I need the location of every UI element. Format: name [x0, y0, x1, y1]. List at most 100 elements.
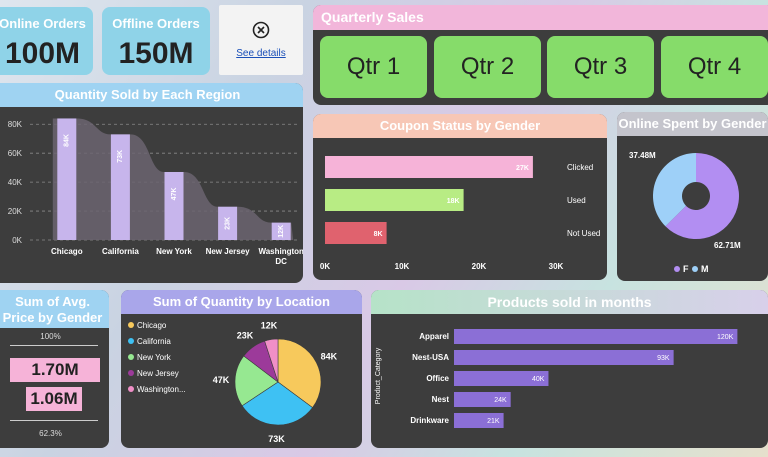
coupon-x-tick: 0K: [320, 262, 330, 271]
region-y-tick: 80K: [8, 120, 23, 129]
online-orders-label: Online Orders: [0, 16, 86, 31]
coupon-data-label: 8K: [374, 231, 383, 238]
avg-price-value-1: 1.70M: [10, 358, 100, 382]
months-bar: [454, 371, 549, 386]
region-bar: [218, 206, 238, 240]
avg-price-title: Sum of Avg. Price by Gender: [0, 290, 109, 328]
location-legend-marker: [128, 322, 134, 328]
quarterly-sales-panel: Quarterly Sales Qtr 1 Qtr 2 Qtr 3 Qtr 4: [313, 5, 768, 105]
region-x-tick: Washington: [258, 247, 303, 256]
region-data-label: 73K: [117, 150, 124, 163]
coupon-chart-title: Coupon Status by Gender: [313, 114, 607, 138]
region-x-tick: New York: [156, 247, 192, 256]
region-bar: [110, 134, 130, 240]
location-legend-marker: [128, 370, 134, 376]
avg-price-line-bottom: [10, 420, 98, 421]
offline-orders-label: Offline Orders: [112, 16, 200, 31]
months-data-label: 21K: [487, 418, 500, 425]
qtr-4-button[interactable]: Qtr 4: [661, 36, 768, 98]
location-legend-marker: [128, 354, 134, 360]
region-bar: [164, 171, 184, 240]
region-data-label: 12K: [278, 225, 285, 238]
location-legend-label: California: [137, 337, 171, 346]
region-data-label: 23K: [224, 217, 231, 230]
online-spent-legend-marker: [692, 266, 698, 272]
region-y-tick: 40K: [8, 178, 23, 187]
online-spent-legend-marker: [674, 266, 680, 272]
coupon-x-tick: 20K: [472, 262, 487, 271]
location-pie-slice: [234, 355, 279, 407]
avg-price-line: [10, 345, 98, 346]
coupon-data-label: 18K: [447, 198, 460, 205]
region-x-tick: Chicago: [51, 247, 83, 256]
region-data-label: 47K: [171, 188, 178, 201]
location-pie-card: Sum of Quantity by Location 84K 73K 47K 23K…: [121, 290, 362, 448]
coupon-category-label: Clicked: [567, 163, 593, 172]
location-data-label: 47K: [213, 375, 230, 385]
products-months-card: Products sold in months Product_Category…: [371, 290, 768, 448]
coupon-x-tick: 30K: [549, 262, 564, 271]
avg-price-bottom-label: 62.3%: [39, 429, 62, 438]
months-data-label: 24K: [494, 397, 507, 404]
online-spent-label: 62.71M: [714, 241, 741, 250]
region-x-tick: New Jersey: [206, 247, 251, 256]
coupon-bar: [325, 156, 533, 178]
region-y-tick: 60K: [8, 149, 23, 158]
coupon-category-label: Used: [567, 196, 586, 205]
qtr-3-button[interactable]: Qtr 3: [547, 36, 654, 98]
qtr-1-button[interactable]: Qtr 1: [320, 36, 427, 98]
months-bar: [454, 350, 674, 365]
location-data-label: 73K: [268, 434, 285, 444]
avg-price-card: Sum of Avg. Price by Gender 100% 1.70M 1…: [0, 290, 109, 448]
products-months-title: Products sold in months: [371, 290, 768, 314]
avg-price-value-2: 1.06M: [26, 387, 82, 411]
months-category-label: Drinkware: [410, 416, 449, 425]
online-spent-legend-label: M: [701, 264, 709, 274]
avg-price-top-label: 100%: [40, 332, 61, 341]
online-spent-title: Online Spent by Gender: [617, 112, 768, 136]
region-bar-chart: 0K 20K 40K 60K 80K 84K Chicago 73K California 47K…: [8, 118, 303, 266]
coupon-x-tick: 10K: [395, 262, 410, 271]
location-pie-slice: [241, 381, 313, 426]
region-data-label: 84K: [64, 134, 71, 147]
months-bar: [454, 413, 504, 428]
close-circle-icon[interactable]: [252, 21, 270, 39]
online-orders-value: 100M: [4, 37, 81, 70]
months-y-axis-label: Product_Category: [375, 347, 382, 404]
online-spent-legend-label: F: [683, 264, 689, 274]
online-spent-slice: [653, 153, 696, 227]
location-pie-title: Sum of Quantity by Location: [121, 290, 362, 314]
offline-orders-card: Offline Orders 150M: [102, 7, 210, 75]
coupon-bar-chart: 27K Clicked 18K Used 8K Not Used 0K 10K 20K 30K: [320, 156, 600, 271]
region-chart-title: Quantity Sold by Each Region: [0, 83, 303, 107]
see-details-link[interactable]: See details: [236, 48, 286, 59]
months-data-label: 40K: [532, 376, 545, 383]
months-data-label: 93K: [657, 355, 670, 362]
location-legend-marker: [128, 338, 134, 344]
location-legend-label: Washington...: [137, 385, 186, 394]
online-spent-slice: [665, 153, 739, 239]
location-legend-marker: [128, 386, 134, 392]
coupon-data-label: 27K: [516, 165, 529, 172]
months-bar: [454, 329, 738, 344]
location-data-label: 12K: [261, 321, 278, 331]
online-spent-label: 37.48M: [629, 151, 656, 160]
qtr-2-button[interactable]: Qtr 2: [434, 36, 541, 98]
months-category-label: Nest-USA: [412, 353, 449, 362]
location-data-label: 84K: [321, 351, 338, 361]
region-y-tick: 20K: [8, 207, 23, 216]
offline-orders-value: 150M: [118, 37, 194, 70]
coupon-chart-card: Coupon Status by Gender 27K Clicked 18K Use…: [313, 114, 607, 280]
location-legend-label: New Jersey: [137, 369, 179, 378]
online-orders-card: Online Orders 100M: [0, 7, 93, 75]
location-pie-chart: 84K 73K 47K 23K 12K Chicago California New York…: [128, 321, 338, 444]
location-legend-label: New York: [137, 353, 172, 362]
months-bar: [454, 392, 511, 407]
months-category-label: Nest: [432, 395, 450, 404]
location-legend-label: Chicago: [137, 321, 167, 330]
online-spent-card: Online Spent by Gender 37.48M 62.71M F M: [617, 112, 768, 281]
location-pie-slice: [277, 338, 322, 409]
months-category-label: Office: [426, 374, 449, 383]
details-card: See details: [219, 5, 303, 75]
location-data-label: 23K: [237, 331, 254, 341]
